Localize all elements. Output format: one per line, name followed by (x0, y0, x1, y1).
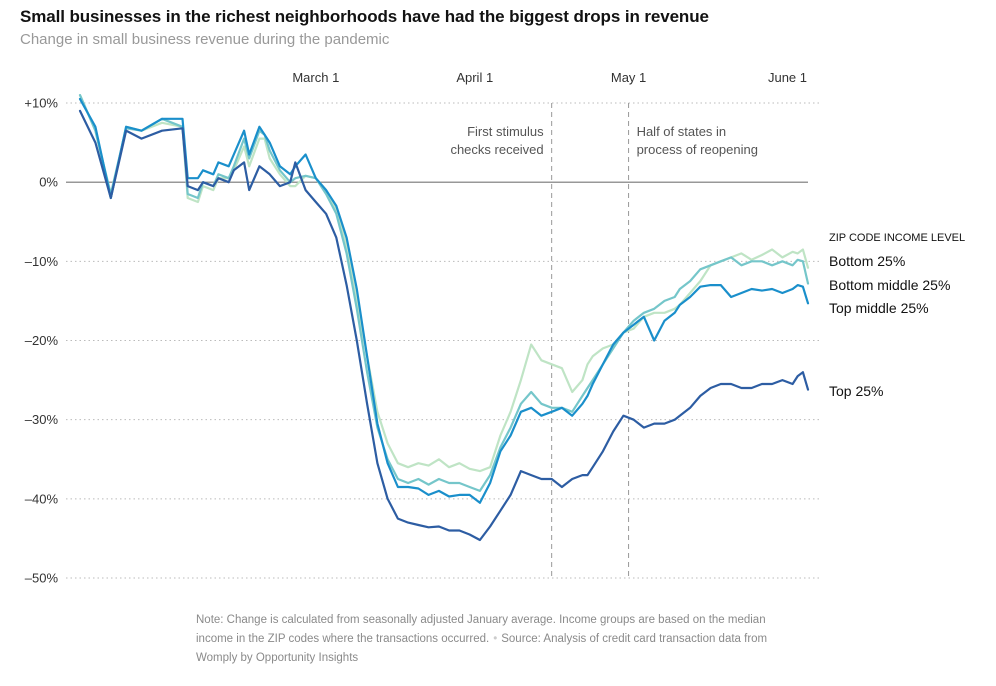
annotation-text: Half of states in (637, 124, 727, 139)
series-line-4 (78, 109, 810, 542)
legend-label: Top middle 25% (829, 300, 929, 316)
x-tick-label: May 1 (611, 70, 646, 85)
source-text: Source: Analysis of credit card transact… (196, 633, 768, 664)
legend-label: Top 25% (829, 383, 883, 399)
annotation-text: process of reopening (637, 142, 758, 157)
chart-note: Note: Change is calculated from seasonal… (196, 611, 786, 668)
y-tick-label: –20% (25, 333, 59, 348)
y-tick-label: –50% (25, 571, 59, 586)
annotation-text: checks received (450, 142, 543, 157)
legend-label: Bottom middle 25% (829, 277, 950, 293)
x-tick-label: June 1 (768, 70, 807, 85)
legend-title: ZIP CODE INCOME LEVEL (829, 232, 965, 244)
note-text: Note: Change is calculated from seasonal… (196, 614, 766, 645)
y-tick-label: –10% (25, 254, 59, 269)
annotation-text: First stimulus (467, 124, 544, 139)
series-line-3 (78, 97, 810, 504)
note-separator: • (493, 633, 498, 645)
y-tick-label: –40% (25, 491, 59, 506)
x-tick-label: March 1 (292, 70, 339, 85)
legend-label: Bottom 25% (829, 253, 905, 269)
chart-title: Small businesses in the richest neighbor… (20, 7, 709, 26)
y-tick-label: –30% (25, 412, 59, 427)
chart-subtitle: Change in small business revenue during … (20, 31, 390, 48)
series-line-2 (78, 94, 810, 492)
x-tick-label: April 1 (456, 70, 493, 85)
y-tick-label: +10% (24, 96, 58, 111)
y-tick-label: 0% (39, 175, 58, 190)
